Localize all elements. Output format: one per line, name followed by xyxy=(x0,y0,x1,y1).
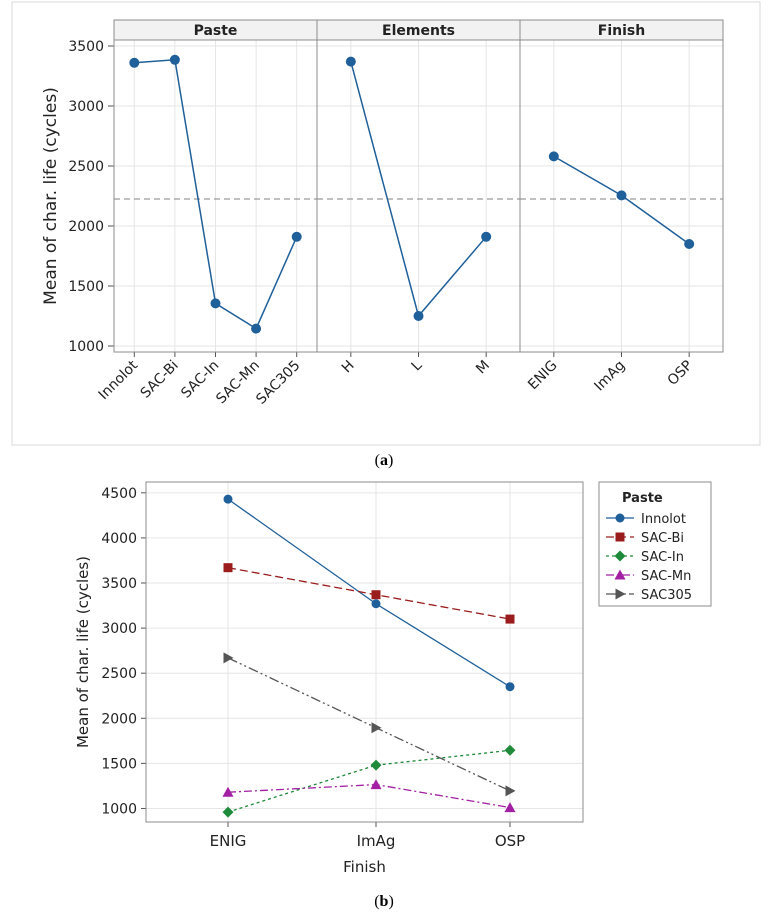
y-tick-label: 2000 xyxy=(101,711,137,727)
x-tick-label-enig: ENIG xyxy=(210,832,247,850)
data-point-sac-bi-enig xyxy=(223,563,233,573)
interaction-chart: 1000 1500 2000 2500 3000 3500 4000 4500 ENIG ImAg… xyxy=(74,481,712,876)
legend-label-sac305: SAC305 xyxy=(641,588,692,603)
legend-label-sac-in: SAC-In xyxy=(641,550,684,565)
data-point-sac-in-imag xyxy=(370,759,382,771)
y-tick-label: 3000 xyxy=(68,99,104,115)
y-tick-label: 4500 xyxy=(101,486,137,502)
legend-marker-sac-bi xyxy=(615,532,625,542)
legend: Paste Innolot SAC-Bi SAC-In SAC-Mn SAC305 xyxy=(598,481,712,607)
panel-elements: Elements H L M xyxy=(316,19,521,378)
y-tick-label: 3000 xyxy=(101,621,137,637)
y-tick-label: 1000 xyxy=(101,801,137,817)
x-tick-label-osp: OSP xyxy=(665,358,696,389)
y-axis-label: Mean of char. life (cycles) xyxy=(74,556,92,748)
y-tick-label: 1500 xyxy=(68,279,104,295)
legend-label-sac-bi: SAC-Bi xyxy=(641,531,684,546)
legend-label-sac-mn: SAC-Mn xyxy=(641,569,691,584)
panel-title: Elements xyxy=(382,23,455,39)
x-tick-label-osp: OSP xyxy=(495,832,525,850)
data-point-imag xyxy=(616,190,627,201)
x-tick-label-enig: ENIG xyxy=(525,358,561,394)
x-axis-label: Finish xyxy=(343,858,386,876)
series-sac-mn xyxy=(222,779,516,813)
main-effects-chart: Mean of char. life (cycles) 1000 1500 2000 2… xyxy=(11,1,761,446)
data-point-innolot-enig xyxy=(223,494,233,504)
data-point-sac-bi xyxy=(169,54,180,65)
data-point-sac305-enig xyxy=(223,652,234,664)
y-tick-label: 1500 xyxy=(101,756,137,772)
y-tick-label: 3500 xyxy=(101,576,137,592)
data-point-sac305-imag xyxy=(371,722,382,734)
y-tick-label: 2500 xyxy=(101,666,137,682)
y-tick-label: 4000 xyxy=(101,531,137,547)
panel-title: Finish xyxy=(598,23,645,39)
legend-box xyxy=(598,481,712,607)
x-tick-label-innolot: Innolot xyxy=(96,357,142,403)
data-point-sac-bi-imag xyxy=(371,590,381,600)
caption-b-letter: b xyxy=(379,893,389,910)
series-sac-in xyxy=(222,744,516,818)
legend-marker-sac-in xyxy=(614,550,626,562)
x-tick-label-imag: ImAg xyxy=(591,358,628,395)
x-tick-label-sac-bi: SAC-Bi xyxy=(138,358,182,402)
data-point-sac-mn xyxy=(251,323,262,334)
series-innolot xyxy=(223,494,515,692)
data-point-sac-in-enig xyxy=(222,806,234,818)
plot-area xyxy=(146,482,583,822)
data-point-sac-mn-osp xyxy=(504,802,516,813)
data-point-l xyxy=(413,311,424,321)
series-sac305 xyxy=(223,652,516,797)
data-point-sac305-osp xyxy=(505,785,516,797)
x-tick-label-sac305: SAC305 xyxy=(253,358,303,408)
legend-marker-sac-mn xyxy=(614,569,626,580)
panel-border xyxy=(519,39,724,353)
panel-title: Paste xyxy=(194,23,238,39)
y-tick-label: 2000 xyxy=(68,219,104,235)
data-point-h xyxy=(345,56,356,67)
x-tick-label-m: M xyxy=(473,358,493,378)
legend-label-innolot: Innolot xyxy=(641,512,686,527)
series-sac-bi xyxy=(223,563,515,624)
data-point-sac305 xyxy=(291,231,302,242)
y-tick-label: 3500 xyxy=(68,39,104,55)
data-point-sac-bi-osp xyxy=(505,614,515,624)
caption-a: (a) xyxy=(374,452,394,469)
data-point-enig xyxy=(548,151,559,162)
legend-marker-innolot xyxy=(615,513,625,523)
data-point-innolot-osp xyxy=(505,682,515,692)
data-point-sac-in-osp xyxy=(504,744,516,756)
y-tick-label: 1000 xyxy=(68,339,104,355)
legend-marker-sac305 xyxy=(615,588,626,600)
caption-b: (b) xyxy=(374,893,394,910)
plot-border xyxy=(145,481,584,823)
panel-finish: Finish ENIG ImAg OSP xyxy=(519,19,724,395)
y-tick-label: 2500 xyxy=(68,159,104,175)
data-point-sac-in xyxy=(210,298,221,309)
figure-frame xyxy=(11,1,761,446)
data-point-innolot xyxy=(129,57,140,68)
data-point-sac-mn-enig xyxy=(222,786,234,797)
legend-title: Paste xyxy=(622,491,663,506)
x-tick-label-l: L xyxy=(408,357,425,374)
data-point-osp xyxy=(684,239,695,249)
data-point-sac-mn-imag xyxy=(370,779,382,790)
x-tick-label-h: H xyxy=(339,358,358,377)
x-tick-label-imag: ImAg xyxy=(357,832,396,850)
data-point-m xyxy=(481,231,492,242)
y-axis-label: Mean of char. life (cycles) xyxy=(41,87,61,305)
caption-a-letter: a xyxy=(380,452,388,469)
data-point-innolot-imag xyxy=(371,599,381,609)
